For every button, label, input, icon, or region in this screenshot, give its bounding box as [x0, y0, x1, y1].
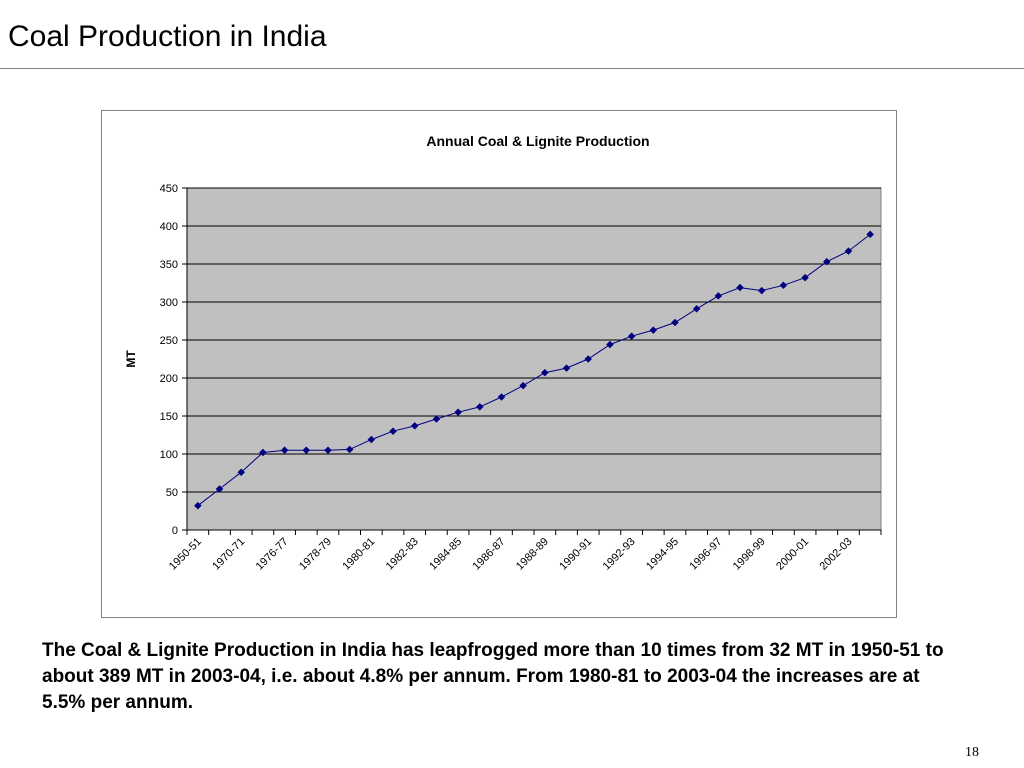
y-tick-label: 250: [160, 335, 178, 347]
x-tick-label: 1980-81: [340, 536, 377, 573]
x-tick-label: 1990-91: [557, 536, 594, 573]
y-tick-label: 50: [166, 487, 178, 499]
x-tick-label: 1986-87: [471, 536, 508, 573]
x-tick-label: 1994-95: [644, 536, 681, 573]
data-point: [779, 281, 788, 290]
x-tick-label: 1970-71: [210, 536, 247, 573]
x-tick-label: 1950-51: [167, 536, 204, 573]
data-point: [410, 422, 419, 430]
data-point: [237, 468, 246, 477]
data-point: [432, 415, 441, 423]
y-tick-label: 200: [160, 373, 178, 385]
x-tick-label: 1996-97: [687, 536, 724, 573]
data-point: [367, 435, 376, 444]
data-point: [649, 326, 658, 334]
plot-background: [186, 187, 882, 531]
data-point: [389, 427, 397, 436]
y-axis-label: MT: [124, 350, 138, 368]
data-point: [280, 446, 289, 455]
x-tick-label: 1978-79: [297, 536, 334, 573]
data-point: [454, 408, 462, 417]
page-number: 18: [965, 745, 979, 760]
slide-title: Coal Production in India: [8, 20, 327, 53]
data-point: [584, 355, 593, 363]
slide-caption: The Coal & Lignite Production in India h…: [42, 640, 944, 713]
title-divider: [0, 68, 1024, 69]
coal-production-chart: Annual Coal & Lignite Production 0 50 100 15…: [124, 133, 882, 573]
data-point: [671, 318, 679, 327]
data-point: [757, 286, 766, 295]
data-point: [193, 501, 202, 510]
data-point: [866, 230, 875, 239]
data-point: [519, 381, 528, 390]
x-tick-label: 1998-99: [731, 536, 768, 573]
data-point: [345, 445, 354, 454]
x-tick-label: 2002-03: [818, 536, 855, 573]
data-point: [540, 368, 549, 377]
y-tick-label: 350: [160, 259, 178, 271]
chart-area: Annual Coal & Lignite Production 0 50 100 15…: [101, 110, 897, 618]
data-point: [215, 485, 224, 493]
y-tick-label: 100: [160, 449, 178, 461]
data-point: [801, 273, 809, 282]
data-point: [475, 403, 484, 411]
data-point: [692, 304, 701, 313]
data-point: [627, 332, 636, 341]
data-point: [259, 448, 267, 457]
data-point: [497, 393, 506, 401]
x-tick-label: 1976-77: [254, 536, 291, 573]
x-tick-label: 1982-83: [384, 536, 421, 573]
data-point: [324, 446, 332, 455]
y-tick-label: 0: [172, 525, 178, 537]
data-point: [606, 340, 614, 349]
y-tick-label: 400: [160, 221, 178, 233]
data-point: [714, 292, 723, 300]
y-tick-label: 450: [160, 183, 178, 195]
data-point: [302, 446, 311, 455]
x-tick-label: 1992-93: [601, 536, 638, 573]
data-point: [844, 247, 853, 255]
data-point: [822, 257, 831, 266]
x-tick-label: 1988-89: [514, 536, 551, 573]
chart-title: Annual Coal & Lignite Production: [426, 133, 649, 149]
data-point: [736, 283, 744, 292]
y-tick-label: 300: [160, 297, 178, 309]
y-tick-label: 150: [160, 411, 178, 423]
x-tick-label: 2000-01: [774, 536, 811, 573]
data-point: [562, 364, 571, 372]
x-tick-label: 1984-85: [427, 536, 464, 573]
